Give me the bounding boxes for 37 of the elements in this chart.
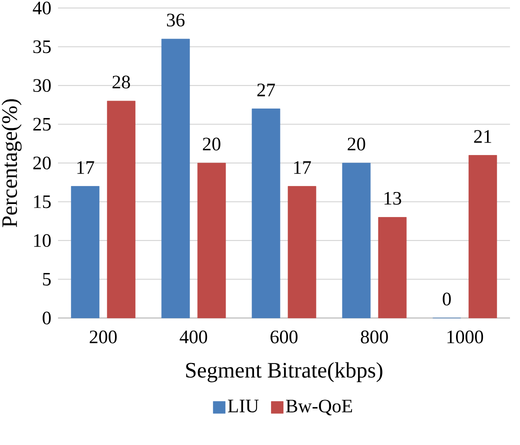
data-label: 21 xyxy=(474,130,492,143)
x-axis-title: Segment Bitrate(kbps) xyxy=(186,362,382,382)
data-label: 28 xyxy=(112,76,130,88)
data-label: 27 xyxy=(257,84,275,96)
y-tick-label: 0 xyxy=(42,312,51,324)
y-tick-label: 20 xyxy=(33,156,51,170)
bar xyxy=(342,162,371,318)
bar xyxy=(197,162,226,318)
y-tick-label: 30 xyxy=(33,79,51,92)
data-label: 20 xyxy=(202,138,220,150)
x-tick-label: 800 xyxy=(360,330,388,344)
y-tick-label: 5 xyxy=(43,272,51,286)
bar xyxy=(71,186,100,318)
data-label: 0 xyxy=(442,292,451,306)
y-tick-label: 40 xyxy=(32,2,51,14)
x-tick-label: 600 xyxy=(270,330,298,344)
bar xyxy=(378,217,407,318)
x-tick-label: 1000 xyxy=(447,330,484,344)
y-tick-label: 35 xyxy=(33,40,51,54)
y-tick-label: 10 xyxy=(34,234,51,247)
y-tick-label: 25 xyxy=(33,118,51,131)
data-label: 36 xyxy=(167,14,185,26)
x-tick-label: 400 xyxy=(180,330,208,344)
data-label: 17 xyxy=(294,161,311,174)
x-tick-label: 200 xyxy=(90,330,117,344)
bar xyxy=(468,155,497,318)
y-axis-title: Percentage(%) xyxy=(2,99,22,228)
data-label: 17 xyxy=(77,161,94,174)
bar xyxy=(288,186,316,318)
data-label: 13 xyxy=(384,192,402,205)
data-label: 20 xyxy=(348,138,366,150)
legend-label: Bw-QoE xyxy=(286,400,352,416)
y-tick-label: 15 xyxy=(34,195,51,208)
legend-label: LIU xyxy=(228,400,259,412)
bar xyxy=(161,38,190,318)
bar xyxy=(107,100,136,318)
bar xyxy=(252,108,280,318)
